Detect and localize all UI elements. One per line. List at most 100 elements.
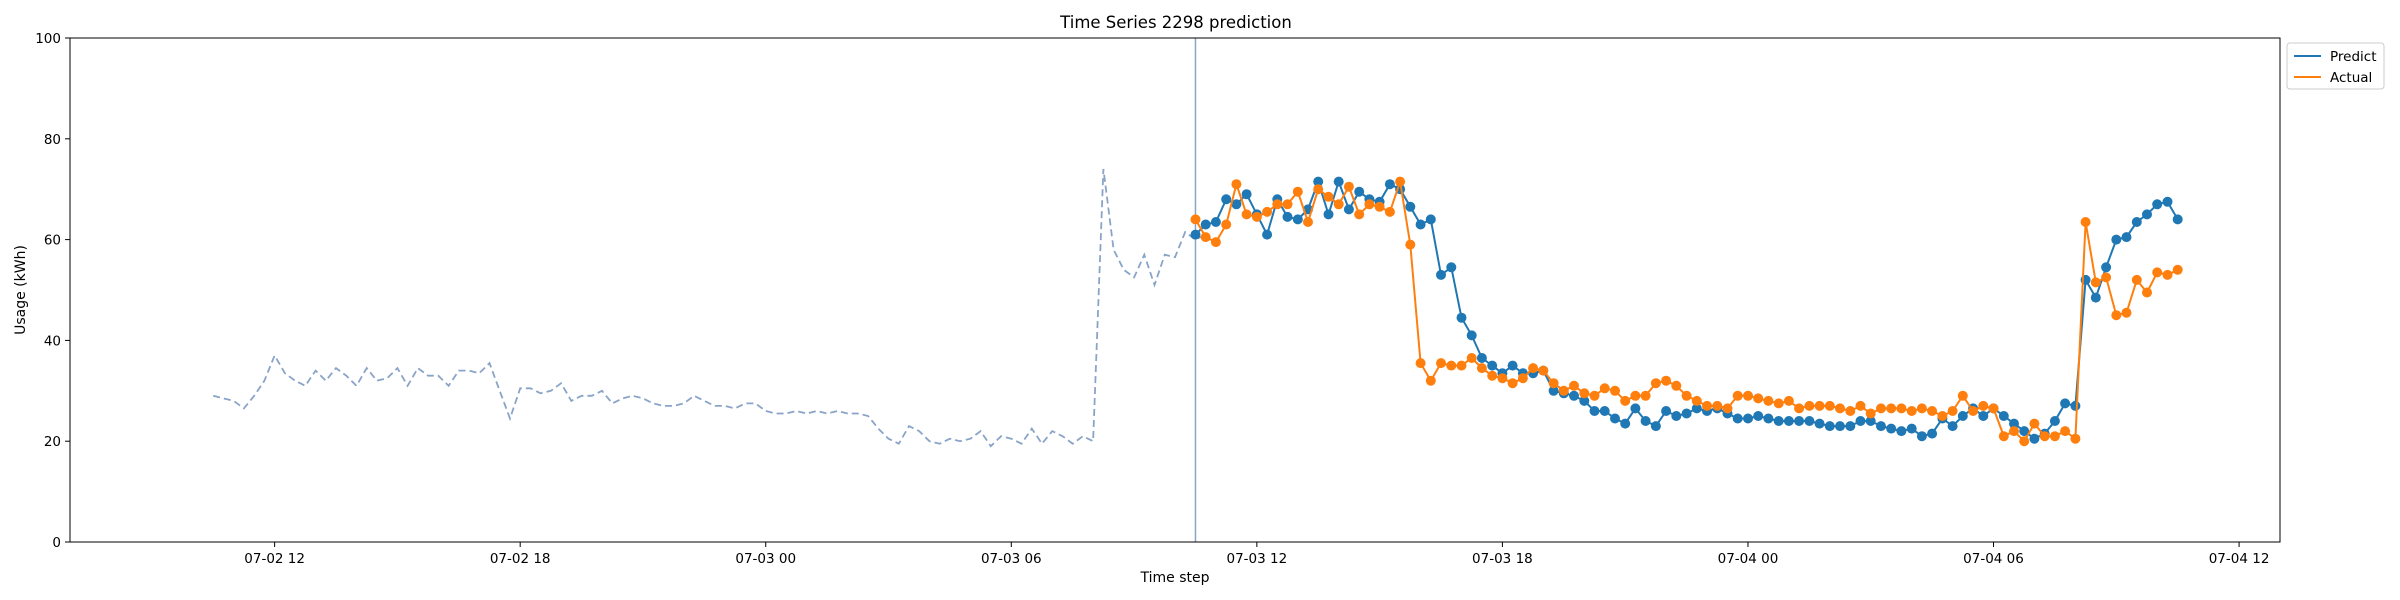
actual-point (1251, 211, 1262, 222)
predict-point (1425, 214, 1436, 225)
predict-point (2121, 232, 2132, 243)
predict-point (1610, 413, 1620, 424)
actual-point (1425, 375, 1436, 386)
actual-point (2009, 426, 2019, 437)
actual-point (1200, 232, 1211, 243)
y-tick-label: 20 (44, 434, 61, 450)
predict-point (1210, 217, 1221, 227)
predict-point (1824, 421, 1835, 432)
x-tick-label: 07-03 06 (981, 551, 1042, 567)
actual-point (1876, 403, 1886, 414)
predict-point (1466, 330, 1477, 341)
actual-point (1783, 395, 1794, 406)
y-tick-label: 60 (44, 233, 61, 249)
predict-point (1313, 176, 1324, 187)
actual-point (1436, 358, 1446, 369)
actual-point (1323, 191, 1334, 202)
predict-point (2049, 416, 2060, 426)
predict-point (1292, 214, 1303, 225)
actual-point (1487, 370, 1498, 381)
predict-point (1906, 423, 1917, 434)
predict-point (1876, 421, 1886, 432)
actual-point (1262, 206, 1273, 217)
predict-point (1835, 421, 1845, 432)
y-tick-label: 40 (44, 333, 61, 349)
actual-point (1610, 385, 1620, 396)
actual-point (2019, 436, 2030, 447)
actual-point (1374, 201, 1385, 212)
x-tick-label: 07-03 12 (1227, 551, 1288, 567)
predict-point (2101, 262, 2112, 273)
actual-point (1722, 403, 1733, 414)
actual-point (1814, 400, 1825, 411)
actual-point (1497, 373, 1508, 384)
predict-point (2111, 234, 2122, 245)
predict-point (2060, 398, 2071, 409)
predict-point (1814, 418, 1825, 429)
predict-point (1436, 269, 1446, 280)
predict-point (1763, 413, 1774, 424)
actual-point (1753, 393, 1764, 404)
actual-point (1620, 395, 1631, 406)
actual-point (1712, 400, 1723, 411)
predict-point (1282, 211, 1293, 222)
x-tick-label: 07-02 18 (490, 551, 551, 567)
predict-point (2172, 214, 2183, 225)
legend-actual-label: Actual (2330, 70, 2372, 86)
predict-point (1241, 189, 1252, 200)
actual-point (1886, 403, 1897, 414)
actual-point (1589, 390, 1600, 401)
actual-point (1671, 380, 1682, 391)
actual-point (1835, 403, 1845, 414)
predict-point (1916, 431, 1927, 442)
actual-point (1743, 390, 1753, 401)
predict-point (1783, 416, 1794, 426)
history-line (212, 168, 1207, 448)
predict-point (1743, 413, 1753, 424)
predict-point (1773, 416, 1784, 426)
predict-point (2162, 196, 2173, 207)
predict-point (2131, 217, 2142, 227)
actual-point (1732, 390, 1743, 401)
actual-point (2049, 431, 2060, 442)
predict-point (1589, 406, 1600, 416)
predict-point (2019, 426, 2030, 437)
actual-point (1896, 403, 1907, 414)
legend: Predict Actual (2286, 42, 2385, 90)
predict-point (1855, 416, 1866, 426)
y-tick-label: 80 (44, 132, 61, 148)
predict-point (1691, 403, 1702, 414)
axes-frame (69, 37, 2281, 543)
actual-point (1405, 239, 1416, 250)
actual-point (1916, 403, 1927, 414)
actual-point (1650, 378, 1661, 389)
predict-point (1978, 411, 1989, 421)
predict-point (1927, 428, 1938, 439)
predict-point (2142, 209, 2152, 220)
actual-point (1446, 360, 1457, 371)
actual-point (1415, 358, 1426, 369)
predict-point (1630, 403, 1641, 414)
predict-point (2090, 292, 2101, 303)
predict-point (1262, 229, 1273, 240)
actual-point (1210, 237, 1221, 248)
actual-point (1794, 403, 1805, 414)
x-axis-label: Time step (1140, 570, 1210, 586)
predict-point (1231, 199, 1242, 210)
actual-point (1855, 400, 1866, 411)
actual-point (2101, 272, 2112, 283)
predict-point (1190, 229, 1201, 240)
actual-point (2152, 267, 2163, 278)
predict-point (1579, 395, 1590, 406)
x-tick-label: 07-03 18 (1472, 551, 1533, 567)
legend-predict-label: Predict (2330, 49, 2377, 65)
predict-point (1405, 201, 1416, 212)
actual-point (1466, 353, 1477, 363)
predict-point (1845, 421, 1856, 432)
actual-point (1313, 184, 1324, 195)
actual-point (1579, 388, 1590, 399)
actual-point (2090, 277, 2101, 288)
actual-point (2060, 426, 2071, 437)
actual-point (2172, 264, 2183, 275)
